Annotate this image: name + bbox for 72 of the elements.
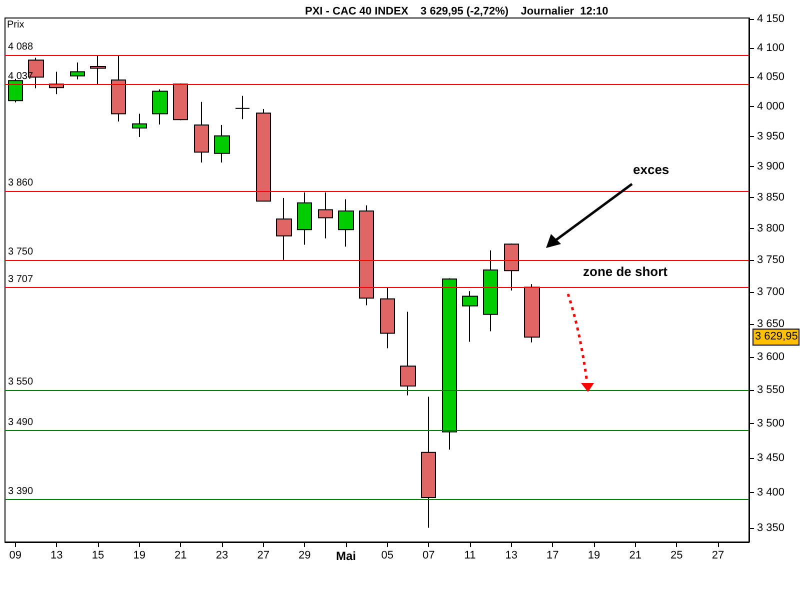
candlestick xyxy=(442,278,457,450)
candlestick xyxy=(380,287,395,349)
x-tick-label: 23 xyxy=(216,550,228,562)
candlestick xyxy=(462,290,478,342)
y-tick-label: 3 400 xyxy=(757,486,785,499)
candlestick xyxy=(504,242,519,291)
ref-line-label: 3 550 xyxy=(8,376,34,388)
candlestick xyxy=(483,250,498,332)
y-tick-label: 4 100 xyxy=(757,42,785,54)
candlestick xyxy=(194,101,209,163)
y-tick-label: 3 650 xyxy=(757,318,785,330)
y-axis-title: Prix xyxy=(7,20,24,30)
y-tick-label: 3 750 xyxy=(757,254,785,266)
x-tick-label: 19 xyxy=(588,550,600,562)
x-tick-label: 29 xyxy=(298,550,311,562)
ref-line-label: 3 707 xyxy=(8,274,34,285)
x-tick-label: 21 xyxy=(174,550,187,562)
ref-line-label: 3 490 xyxy=(8,417,34,428)
candlestick xyxy=(8,78,23,103)
x-tick-label: Mai xyxy=(336,549,356,563)
ref-line-label: 3 750 xyxy=(8,246,34,258)
candlestick xyxy=(173,83,188,121)
candlestick xyxy=(214,124,230,163)
annotation: zone de short xyxy=(583,264,668,279)
y-tick-label: 3 600 xyxy=(757,350,785,363)
x-tick-label: 11 xyxy=(464,550,476,562)
candlestick xyxy=(297,192,312,246)
x-tick-label: 21 xyxy=(629,550,642,562)
x-tick-label: 27 xyxy=(257,550,270,562)
y-tick-label: 3 500 xyxy=(757,418,785,430)
ref-line-label: 3 390 xyxy=(8,486,34,498)
text: 3 629,95 xyxy=(755,330,798,343)
x-tick-label: 13 xyxy=(50,550,63,562)
x-tick-label: 07 xyxy=(422,550,435,562)
y-tick-label: 3 900 xyxy=(757,160,785,173)
candlestick xyxy=(421,396,436,528)
annotation: exces xyxy=(633,162,670,177)
y-tick-label: 4 000 xyxy=(757,100,785,113)
ref-line-label: 4 037 xyxy=(8,71,34,82)
x-tick-label: 09 xyxy=(9,550,22,562)
x-tick-label: 15 xyxy=(92,550,104,562)
candlestick xyxy=(524,284,540,343)
candlestick xyxy=(400,311,416,396)
y-tick-label: 3 850 xyxy=(757,191,785,204)
candlestick xyxy=(359,204,374,306)
candlestick xyxy=(111,54,126,122)
ref-line-label: 3 860 xyxy=(8,178,34,189)
chart-title: PXI - CAC 40 INDEX 3 629,95 (-2,72%) Journalier 12:10 xyxy=(305,6,608,18)
y-tick-label: 3 350 xyxy=(757,522,785,534)
x-tick-label: 05 xyxy=(381,550,394,562)
y-tick-label: 3 700 xyxy=(757,286,785,298)
y-tick-label: 3 450 xyxy=(757,452,785,464)
x-tick-label: 25 xyxy=(670,550,683,562)
x-tick-label: 13 xyxy=(505,550,518,562)
candlestick xyxy=(132,113,147,138)
candlestick xyxy=(338,198,354,248)
candlestick xyxy=(235,95,250,120)
candlestick xyxy=(152,88,168,125)
y-tick-label: 3 950 xyxy=(757,130,785,142)
y-tick-label: 4 150 xyxy=(757,13,785,26)
candlestick xyxy=(318,192,333,239)
x-tick-label: 17 xyxy=(546,550,559,562)
candlestick xyxy=(70,62,85,80)
candlestick xyxy=(256,108,271,202)
x-tick-label: 27 xyxy=(712,550,724,562)
x-tick-label: 19 xyxy=(133,550,146,562)
y-tick-label: 3 550 xyxy=(757,384,785,396)
ref-line-label: 4 088 xyxy=(8,41,34,52)
y-tick-label: 4 050 xyxy=(757,71,785,84)
candlestick xyxy=(90,56,106,85)
y-tick-label: 3 800 xyxy=(757,222,785,234)
candlestick xyxy=(276,197,292,260)
